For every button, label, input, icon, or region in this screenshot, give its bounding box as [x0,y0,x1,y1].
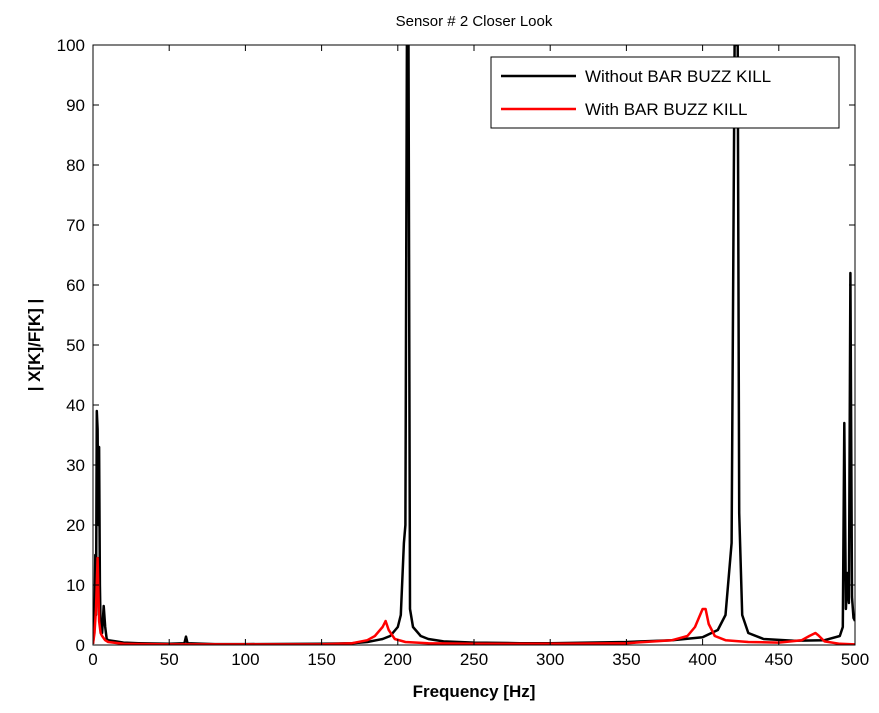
x-tick-label: 250 [460,650,488,669]
plot-area [93,45,855,645]
chart-title: Sensor # 2 Closer Look [396,13,553,30]
y-tick-label: 40 [66,396,85,415]
y-tick-label: 0 [76,636,85,655]
axis-ticks [92,44,856,646]
legend: Without BAR BUZZ KILL With BAR BUZZ KILL [490,56,840,129]
x-axis-label: Frequency [Hz] [413,682,536,701]
x-tick-label: 50 [160,650,179,669]
x-tick-label: 400 [688,650,716,669]
y-tick-label: 90 [66,96,85,115]
series-line-2 [93,556,855,645]
x-tick-label: 450 [765,650,793,669]
y-tick-label: 80 [66,156,85,175]
x-tick-label: 350 [612,650,640,669]
legend-box [490,56,840,129]
x-tick-label: 500 [841,650,869,669]
x-tick-label: 0 [88,650,97,669]
y-tick-label: 30 [66,456,85,475]
x-tick-label: 300 [536,650,564,669]
series-line-1 [93,45,855,645]
tick-labels: 0 50 100 150 200 250 300 350 400 450 500 0 10 20 30 40 5… [57,36,870,669]
y-tick-label: 20 [66,516,85,535]
y-axis-label: | X[K]/F[K] | [25,299,44,392]
y-tick-label: 100 [57,36,85,55]
x-tick-label: 200 [384,650,412,669]
x-tick-label: 100 [231,650,259,669]
y-tick-label: 50 [66,336,85,355]
y-tick-label: 70 [66,216,85,235]
y-tick-label: 10 [66,576,85,595]
y-tick-label: 60 [66,276,85,295]
x-tick-label: 150 [307,650,335,669]
legend-label-1: Without BAR BUZZ KILL [585,67,771,86]
legend-label-2: With BAR BUZZ KILL [585,100,747,119]
